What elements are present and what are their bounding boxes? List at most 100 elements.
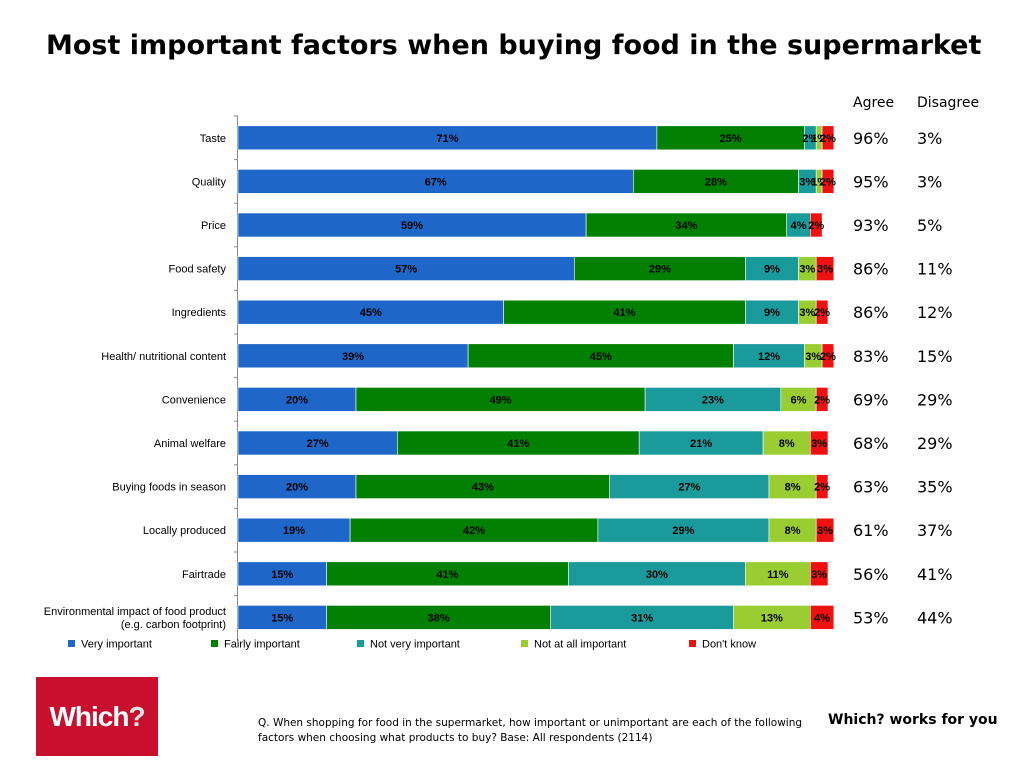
bar-value-label: 3% bbox=[811, 569, 827, 581]
bar-value-label: 45% bbox=[590, 351, 612, 363]
bar-segment bbox=[237, 343, 469, 369]
bar-value-label: 27% bbox=[678, 482, 700, 494]
bar-segment bbox=[609, 474, 770, 499]
bar-segment bbox=[733, 605, 811, 630]
tagline: Which? works for you bbox=[828, 712, 998, 728]
agree-value: 93% bbox=[853, 216, 889, 235]
category-label: Food safety bbox=[169, 264, 227, 276]
bar-value-label: 28% bbox=[705, 176, 727, 188]
legend-swatch bbox=[689, 640, 696, 647]
category-label: Convenience bbox=[162, 394, 226, 406]
bar-segment bbox=[573, 256, 746, 281]
bar-value-label: 12% bbox=[758, 351, 780, 363]
bar-value-label: 8% bbox=[785, 482, 801, 494]
legend-label: Not at all important bbox=[534, 639, 626, 651]
bar-value-label: 2% bbox=[808, 220, 824, 232]
chart-title: Most important factors when buying food … bbox=[46, 30, 982, 61]
bar-value-label: 39% bbox=[342, 351, 364, 363]
bar-value-label: 4% bbox=[791, 220, 807, 232]
bar-value-label: 23% bbox=[702, 394, 724, 406]
bar-segment bbox=[821, 343, 835, 369]
bar-value-label: 3% bbox=[805, 351, 821, 363]
agree-value: 56% bbox=[853, 565, 889, 584]
bar-segment bbox=[644, 387, 782, 412]
disagree-value: 35% bbox=[917, 478, 953, 497]
bar-segment bbox=[815, 387, 829, 412]
bar-value-label: 8% bbox=[779, 438, 795, 450]
bar-value-label: 2% bbox=[820, 176, 836, 188]
category-label: Animal welfare bbox=[154, 438, 226, 450]
disagree-value: 3% bbox=[917, 172, 942, 191]
bar-value-label: 2% bbox=[820, 351, 836, 363]
bar-value-label: 20% bbox=[286, 482, 308, 494]
category-label: Buying foods in season bbox=[112, 482, 226, 494]
which-logo: Which? bbox=[36, 677, 158, 756]
bar-value-label: 9% bbox=[764, 307, 780, 319]
category-label: Ingredients bbox=[172, 307, 227, 319]
bar-segment bbox=[568, 561, 746, 587]
bar-value-label: 13% bbox=[761, 612, 783, 624]
bar-value-label: 2% bbox=[814, 394, 830, 406]
bar-segment bbox=[237, 474, 357, 499]
disagree-value: 12% bbox=[917, 303, 953, 322]
bar-segment bbox=[821, 125, 835, 151]
bar-value-label: 41% bbox=[613, 307, 635, 319]
bar-value-label: 9% bbox=[764, 264, 780, 276]
bar-value-label: 57% bbox=[395, 264, 417, 276]
bar-value-label: 42% bbox=[463, 525, 485, 537]
bar-segment bbox=[585, 212, 787, 238]
bar-value-label: 27% bbox=[307, 438, 329, 450]
bar-segment bbox=[733, 343, 805, 369]
disagree-value: 5% bbox=[917, 216, 942, 235]
disagree-value: 3% bbox=[917, 129, 942, 148]
bar-value-label: 3% bbox=[817, 264, 833, 276]
bar-segment bbox=[656, 125, 805, 151]
disagree-value: 41% bbox=[917, 565, 953, 584]
bar-value-label: 3% bbox=[799, 307, 815, 319]
survey-question: Q. When shopping for food in the superma… bbox=[258, 717, 803, 744]
category-label: Fairtrade bbox=[182, 569, 226, 581]
disagree-value: 29% bbox=[917, 390, 953, 409]
bar-segment bbox=[809, 605, 835, 630]
bar-value-label: 41% bbox=[507, 438, 529, 450]
bar-segment bbox=[237, 517, 351, 543]
disagree-value: 29% bbox=[917, 434, 953, 453]
legend-swatch bbox=[521, 640, 528, 647]
bar-segment bbox=[809, 430, 829, 456]
bar-value-label: 43% bbox=[472, 482, 494, 494]
agree-value: 86% bbox=[853, 303, 889, 322]
agree-header: Agree bbox=[853, 95, 894, 111]
bar-value-label: 2% bbox=[820, 133, 836, 145]
legend-swatch bbox=[68, 640, 75, 647]
bar-value-label: 15% bbox=[271, 612, 293, 624]
category-label: Taste bbox=[200, 133, 226, 145]
bar-value-label: 29% bbox=[672, 525, 694, 537]
agree-value: 61% bbox=[853, 521, 889, 540]
bar-value-label: 41% bbox=[436, 569, 458, 581]
bar-value-label: 6% bbox=[791, 394, 807, 406]
bar-value-label: 20% bbox=[286, 394, 308, 406]
disagree-value: 11% bbox=[917, 260, 953, 279]
bar-segment bbox=[349, 517, 599, 543]
bar-segment bbox=[237, 605, 327, 630]
bar-segment bbox=[632, 169, 799, 194]
agree-value: 69% bbox=[853, 390, 889, 409]
bar-value-label: 59% bbox=[401, 220, 423, 232]
bar-segment bbox=[815, 474, 829, 499]
bar-value-label: 29% bbox=[649, 264, 671, 276]
bar-segment bbox=[355, 387, 646, 412]
bar-segment bbox=[768, 474, 817, 499]
agree-value: 68% bbox=[853, 434, 889, 453]
bar-value-label: 2% bbox=[802, 133, 818, 145]
legend-swatch bbox=[211, 640, 218, 647]
bar-value-label: 34% bbox=[675, 220, 697, 232]
bar-segment bbox=[550, 605, 734, 630]
bar-value-label: 30% bbox=[646, 569, 668, 581]
bar-value-label: 45% bbox=[360, 307, 382, 319]
agree-value: 96% bbox=[853, 129, 889, 148]
disagree-value: 15% bbox=[917, 347, 953, 366]
bar-segment bbox=[762, 430, 811, 456]
legend-swatch bbox=[357, 640, 364, 647]
category-label: Environmental impact of food product (e.g… bbox=[44, 606, 226, 631]
bar-value-label: 38% bbox=[428, 612, 450, 624]
